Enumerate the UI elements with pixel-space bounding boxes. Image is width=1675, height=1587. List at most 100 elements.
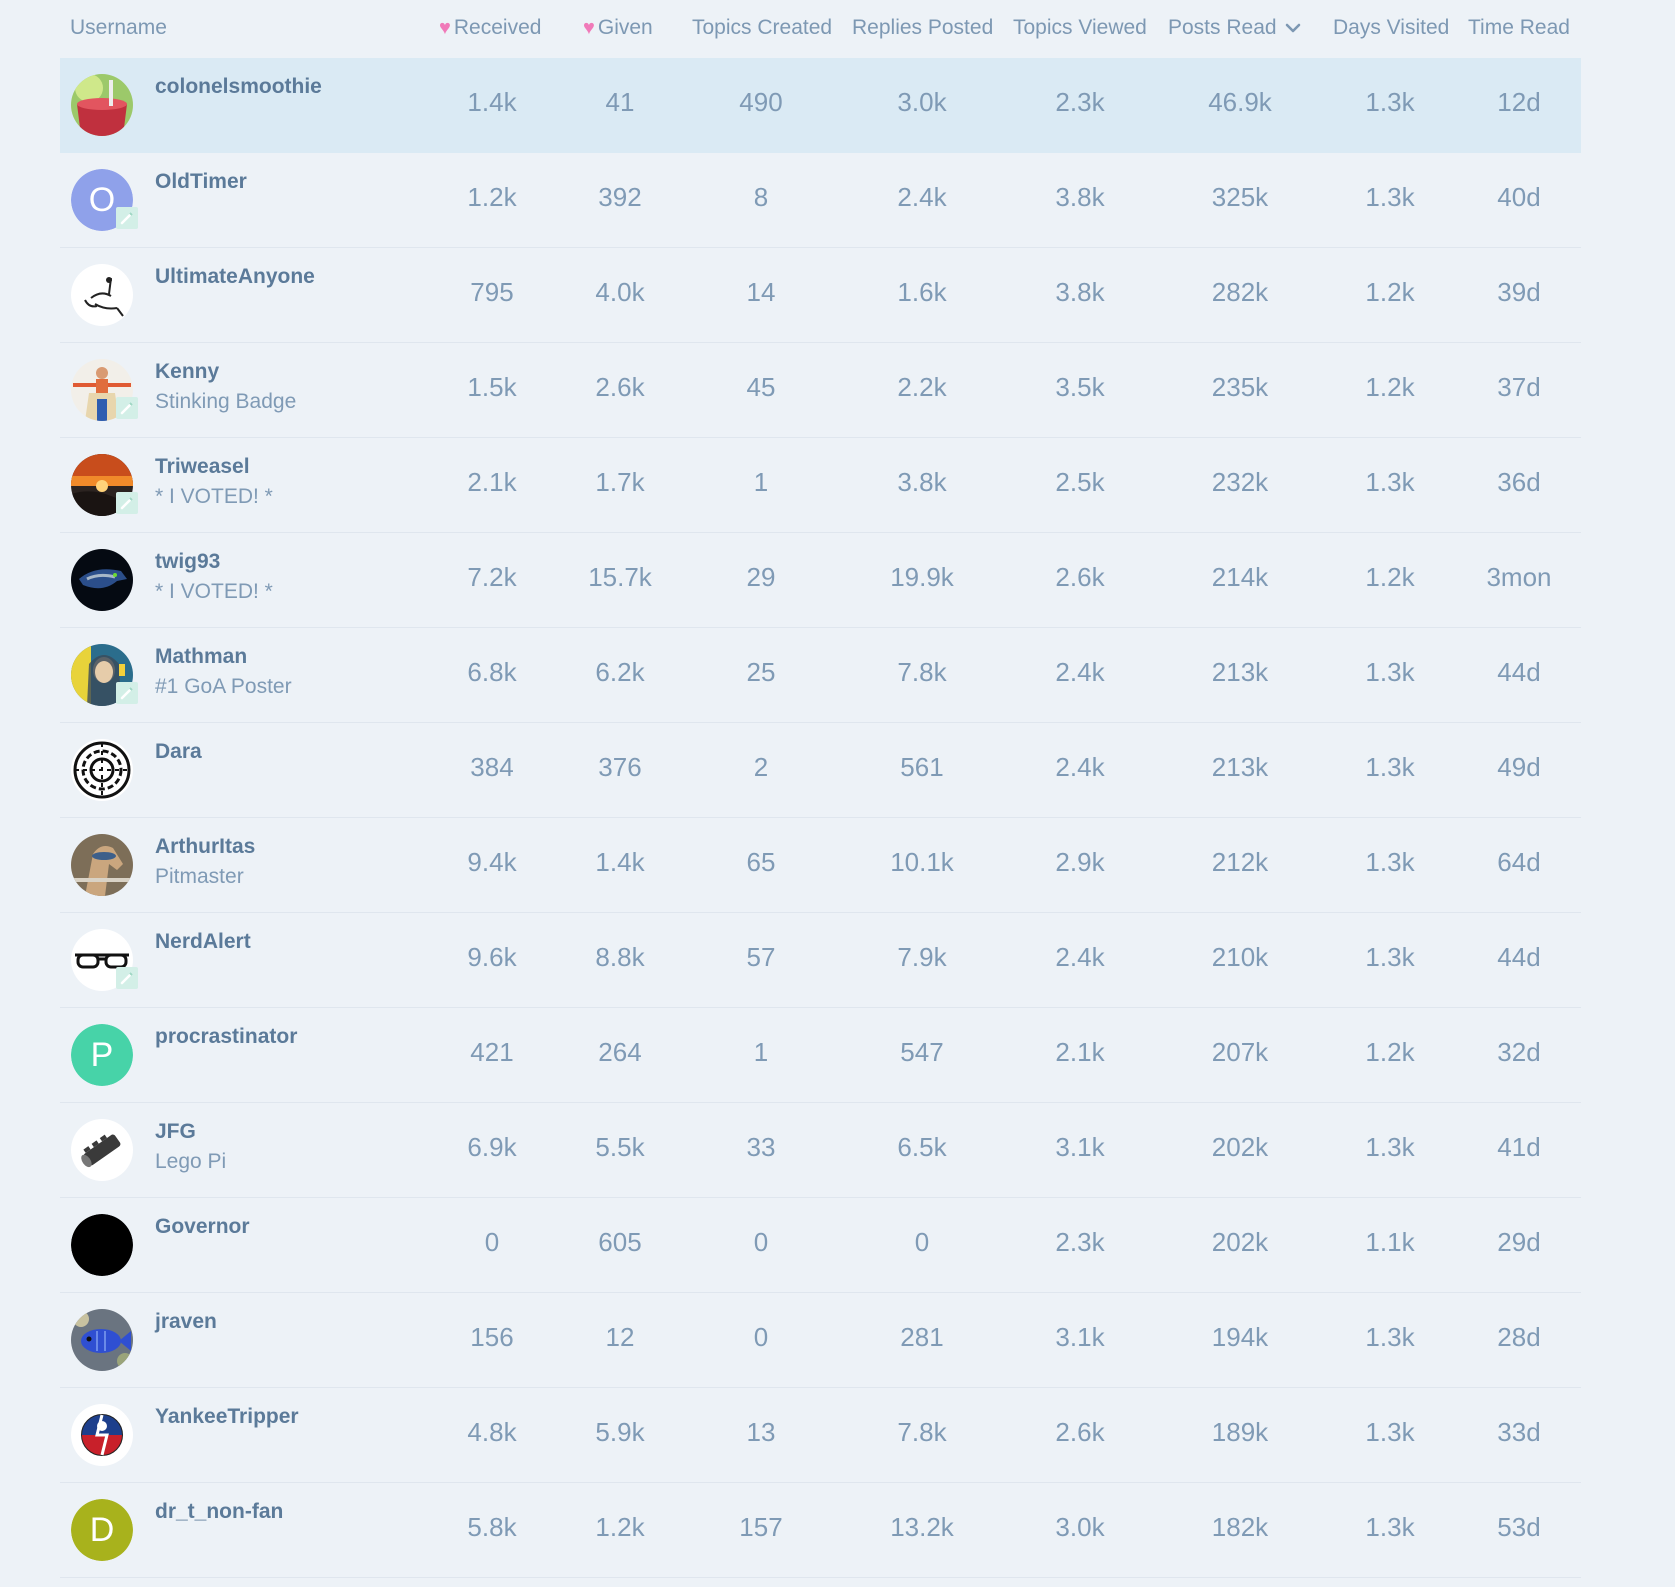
header-given[interactable]: ♥ Given: [583, 16, 653, 39]
received-cell: 795: [470, 277, 514, 307]
avatar[interactable]: [71, 739, 133, 801]
header-posts-read[interactable]: Posts Read: [1168, 16, 1301, 40]
table-row[interactable]: YankeeTripper 4.8k 5.9k 13 7.8k 2.6k 189k 1.3k 3…: [60, 1388, 1581, 1483]
table-row[interactable]: NerdAlert 9.6k 8.8k 57 7.9k 2.4k 210k 1.3k 44d: [60, 913, 1581, 1008]
replies-posted-cell: 10.1k: [890, 847, 954, 877]
header-time-read[interactable]: Time Read: [1468, 16, 1570, 39]
table-row[interactable]: Dara 384 376 2 561 2.4k 213k 1.3k 49d: [60, 723, 1581, 818]
header-topics-viewed[interactable]: Topics Viewed: [1013, 16, 1147, 39]
days-visited-cell: 1.3k: [1365, 752, 1415, 782]
avatar[interactable]: [71, 834, 133, 896]
posts-read-cell: 210k: [1211, 942, 1269, 972]
time-read-cell: 44d: [1497, 657, 1541, 687]
header-topics-created[interactable]: Topics Created: [692, 16, 833, 39]
username-link[interactable]: UltimateAnyone: [155, 265, 315, 288]
given-cell: 1.7k: [595, 467, 645, 497]
user-title: Stinking Badge: [155, 390, 297, 413]
table-row[interactable]: twig93 * I VOTED! * 7.2k 15.7k 29 19.9k 2.6k 21…: [60, 533, 1581, 628]
table-body: colonelsmoothie 1.4k 41 490 3.0k 2.3k 46.9k 1.3…: [60, 58, 1581, 1578]
time-read-cell: 49d: [1497, 752, 1541, 782]
topics-viewed-cell: 2.9k: [1055, 847, 1105, 877]
avatar[interactable]: [71, 1119, 133, 1181]
table-row[interactable]: O OldTimer 1.2k 392 8 2.4k 3.8k 325k 1.3k 40d: [60, 153, 1581, 248]
avatar[interactable]: [71, 1404, 133, 1466]
days-visited-cell: 1.2k: [1365, 277, 1415, 307]
table-row[interactable]: Governor 0 605 0 0 2.3k 202k 1.1k 29d: [60, 1198, 1581, 1293]
topics-created-cell: 25: [746, 657, 776, 687]
time-read-cell: 53d: [1497, 1512, 1541, 1542]
days-visited-cell: 1.3k: [1365, 1512, 1415, 1542]
username-link[interactable]: Mathman: [155, 645, 248, 668]
chevron-down-icon: [1285, 16, 1301, 40]
given-cell: 264: [598, 1037, 642, 1067]
avatar[interactable]: [71, 549, 133, 611]
username-link[interactable]: Dara: [155, 740, 202, 763]
days-visited-cell: 1.3k: [1365, 1417, 1415, 1447]
pencil-icon: [116, 397, 138, 419]
table-row[interactable]: Kenny Stinking Badge 1.5k 2.6k 45 2.2k 3.5k 235…: [60, 343, 1581, 438]
user-title: * I VOTED! *: [155, 485, 273, 508]
replies-posted-cell: 3.8k: [897, 467, 947, 497]
user-title: Lego Pi: [155, 1150, 227, 1173]
received-cell: 9.6k: [467, 942, 517, 972]
posts-read-cell: 207k: [1211, 1037, 1269, 1067]
header-days-visited[interactable]: Days Visited: [1333, 16, 1450, 39]
replies-posted-cell: 0: [914, 1227, 930, 1257]
header-received[interactable]: ♥ Received: [439, 16, 542, 39]
username-link[interactable]: NerdAlert: [155, 930, 251, 953]
username-link[interactable]: Kenny: [155, 360, 220, 383]
username-link[interactable]: ArthurItas: [155, 835, 256, 858]
days-visited-cell: 1.3k: [1365, 942, 1415, 972]
table-row[interactable]: jraven 156 12 0 281 3.1k 194k 1.3k 28d: [60, 1293, 1581, 1388]
username-link[interactable]: Governor: [155, 1215, 250, 1238]
table-row[interactable]: UltimateAnyone 795 4.0k 14 1.6k 3.8k 282k 1.2k 3…: [60, 248, 1581, 343]
replies-posted-cell: 13.2k: [890, 1512, 954, 1542]
leaderboard-table: Username ♥ Received ♥ Given Topics Created…: [60, 0, 1581, 1578]
posts-read-cell: 214k: [1211, 562, 1269, 592]
given-cell: 1.2k: [595, 1512, 645, 1542]
username-link[interactable]: OldTimer: [155, 170, 247, 193]
days-visited-cell: 1.3k: [1365, 657, 1415, 687]
avatar[interactable]: D: [71, 1499, 133, 1561]
received-cell: 9.4k: [467, 847, 517, 877]
received-cell: 6.8k: [467, 657, 517, 687]
time-read-cell: 40d: [1497, 182, 1541, 212]
received-cell: 6.9k: [467, 1132, 517, 1162]
table-row[interactable]: JFG Lego Pi 6.9k 5.5k 33 6.5k 3.1k 202k 1.3k 41d: [60, 1103, 1581, 1198]
avatar[interactable]: [71, 74, 133, 136]
username-link[interactable]: colonelsmoothie: [155, 75, 322, 98]
replies-posted-cell: 1.6k: [897, 277, 947, 307]
topics-viewed-cell: 2.5k: [1055, 467, 1105, 497]
username-link[interactable]: JFG: [155, 1120, 196, 1143]
received-cell: 1.2k: [467, 182, 517, 212]
avatar[interactable]: [71, 264, 133, 326]
avatar[interactable]: P: [71, 1024, 133, 1086]
days-visited-cell: 1.2k: [1365, 1037, 1415, 1067]
username-link[interactable]: YankeeTripper: [155, 1405, 299, 1428]
username-link[interactable]: jraven: [155, 1310, 217, 1333]
pencil-icon: [116, 207, 138, 229]
table-row[interactable]: Mathman #1 GoA Poster 6.8k 6.2k 25 7.8k 2.4k 21…: [60, 628, 1581, 723]
pencil-icon: [116, 492, 138, 514]
topics-created-cell: 490: [739, 87, 783, 117]
topics-viewed-cell: 2.3k: [1055, 87, 1105, 117]
username-link[interactable]: twig93: [155, 550, 221, 573]
posts-read-cell: 202k: [1211, 1227, 1269, 1257]
replies-posted-cell: 7.9k: [897, 942, 947, 972]
table-row[interactable]: ArthurItas Pitmaster 9.4k 1.4k 65 10.1k 2.9k 21…: [60, 818, 1581, 913]
avatar[interactable]: [71, 1309, 133, 1371]
table-row[interactable]: Triweasel * I VOTED! * 2.1k 1.7k 1 3.8k 2.5k 23…: [60, 438, 1581, 533]
header-username[interactable]: Username: [70, 16, 167, 39]
header-replies-posted[interactable]: Replies Posted: [852, 16, 994, 39]
username-link[interactable]: Triweasel: [155, 455, 250, 478]
avatar[interactable]: [71, 929, 133, 991]
posts-read-cell: 282k: [1211, 277, 1269, 307]
topics-created-cell: 45: [746, 372, 776, 402]
username-link[interactable]: dr_t_non-fan: [155, 1500, 284, 1523]
table-row[interactable]: colonelsmoothie 1.4k 41 490 3.0k 2.3k 46.9k 1.3…: [60, 58, 1581, 153]
posts-read-cell: 232k: [1211, 467, 1269, 497]
username-link[interactable]: procrastinator: [155, 1025, 298, 1048]
avatar[interactable]: [71, 1214, 133, 1276]
